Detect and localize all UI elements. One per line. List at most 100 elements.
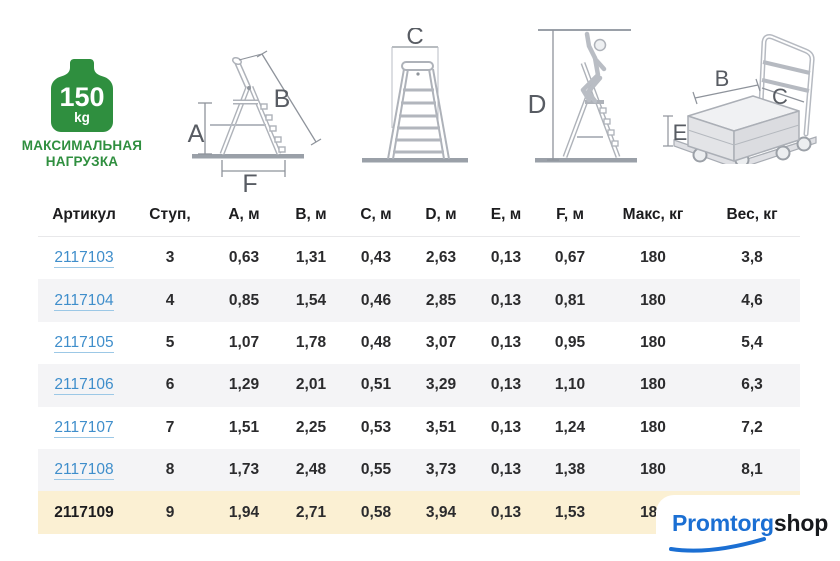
table-cell: 0,13 [490,376,522,394]
diagram-step-ladder-side: A B F [188,50,322,194]
table-cell: 4 [165,291,175,309]
table-cell: 2,63 [425,249,457,267]
logo-card: Promtorgshop [656,495,840,561]
table-row: 2117108 8 1,73 2,48 0,55 3,73 0,13 1,38 180 8,1 [38,448,800,492]
dim-label-c: C [406,28,423,50]
table-cell: 180 [640,461,666,479]
table-cell: 3,94 [425,503,457,521]
dim-label-b: B [274,85,291,113]
article-link[interactable]: 2117104 [54,291,114,311]
max-load-badge: 150 kg МАКСИМАЛЬНАЯ НАГРУЗКА [16,57,148,171]
table-header-row: Артикул Ступ, А, м В, м С, м D, м Е, м F… [38,194,800,237]
table-cell: 3,07 [425,333,457,351]
table-cell: 2,25 [295,418,327,436]
column-header: Ступ, [149,206,191,223]
article-cell: 2117104 [38,291,130,311]
table-cell: 4,6 [741,291,763,309]
table-row: 2117105 5 1,07 1,78 0,48 3,07 0,13 0,95 180 5,4 [38,322,800,364]
table-cell: 5 [165,333,175,351]
column-header: Е, м [490,206,522,223]
table-cell: 1,29 [228,376,260,394]
article-cell: 2117103 [38,249,130,269]
table-cell: 0,67 [554,249,586,267]
logo-swoosh-icon [669,537,766,553]
diagram-working-height: D [528,29,637,163]
article-link[interactable]: 2117106 [54,376,114,396]
article-cell: 2117105 [38,333,130,353]
column-header: С, м [360,206,392,223]
column-header: F, м [556,206,584,223]
table-cell: 0,46 [360,291,392,309]
table-cell: 9 [165,503,175,521]
table-row: 2117104 4 0,85 1,54 0,46 2,85 0,13 0,81 180 4,6 [38,279,800,322]
article-text: 2117109 [54,503,114,521]
table-cell: 180 [640,418,666,436]
column-header: Вес, кг [726,206,778,223]
article-cell: 2117107 [38,418,130,438]
promtorgshop-logo[interactable]: Promtorgshop [672,510,828,537]
table-cell: 180 [640,333,666,351]
weight-icon: 150 kg [51,59,113,132]
table-row: 2117107 7 1,51 2,25 0,53 3,51 0,13 1,24 180 7,2 [38,407,800,449]
table-cell: 2,48 [295,461,327,479]
column-header: Артикул [52,206,116,223]
table-cell: 8 [165,461,175,479]
table-cell: 2,71 [295,503,327,521]
table-cell: 0,85 [228,291,260,309]
table-cell: 0,58 [360,503,392,521]
table-cell: 0,95 [554,333,586,351]
table-cell: 6 [165,376,175,394]
column-header: А, м [228,206,260,223]
table-cell: 1,94 [228,503,260,521]
table-cell: 1,31 [295,249,327,267]
table-cell: 0,13 [490,249,522,267]
article-link[interactable]: 2117108 [54,461,114,481]
article-link[interactable]: 2117107 [54,418,114,438]
table-cell: 180 [640,249,666,267]
person-figure [580,31,607,104]
table-cell: 1,78 [295,333,327,351]
table-cell: 1,53 [554,503,586,521]
max-load-unit: kg [74,110,90,125]
table-cell: 0,53 [360,418,392,436]
table-cell: 2,01 [295,376,327,394]
spec-table-body: 2117103 3 0,63 1,31 0,43 2,63 0,13 0,67 180 3,8 21… [38,237,800,534]
max-load-caption-line2: НАГРУЗКА [45,154,119,170]
table-cell: 1,38 [554,461,586,479]
table-cell: 7 [165,418,175,436]
table-row: 2117103 3 0,63 1,31 0,43 2,63 0,13 0,67 180 3,8 [38,237,800,279]
article-cell: 2117106 [38,376,130,396]
table-cell: 1,54 [295,291,327,309]
diagram-ladder-front: C [362,28,468,163]
dim-label-e: E [673,120,688,145]
table-cell: 3,29 [425,376,457,394]
dim-label-a: A [188,120,205,148]
article-cell: 2117109 [38,504,130,522]
article-link[interactable]: 2117105 [54,333,114,353]
article-cell: 2117108 [38,461,130,481]
table-cell: 0,13 [490,461,522,479]
table-cell: 0,13 [490,503,522,521]
dim-label-f: F [242,170,257,194]
column-header: В, м [295,206,327,223]
table-cell: 0,48 [360,333,392,351]
table-cell: 0,81 [554,291,586,309]
table-cell: 3 [165,249,175,267]
table-cell: 1,07 [228,333,260,351]
diagram-folded-package: B C E [663,34,817,164]
table-cell: 0,13 [490,418,522,436]
table-cell: 0,63 [228,249,260,267]
logo-part-blue: Promtorg [672,510,774,536]
article-link[interactable]: 2117103 [54,249,114,269]
table-cell: 0,13 [490,291,522,309]
table-cell: 180 [640,291,666,309]
table-cell: 1,10 [554,376,586,394]
table-cell: 1,24 [554,418,586,436]
column-header: Макс, кг [622,206,684,223]
max-load-caption-line1: МАКСИМАЛЬНАЯ [21,138,143,153]
dim-label-b2: B [715,66,730,91]
table-cell: 1,73 [228,461,260,479]
table-cell: 0,13 [490,333,522,351]
table-cell: 7,2 [741,418,763,436]
table-cell: 2,85 [425,291,457,309]
